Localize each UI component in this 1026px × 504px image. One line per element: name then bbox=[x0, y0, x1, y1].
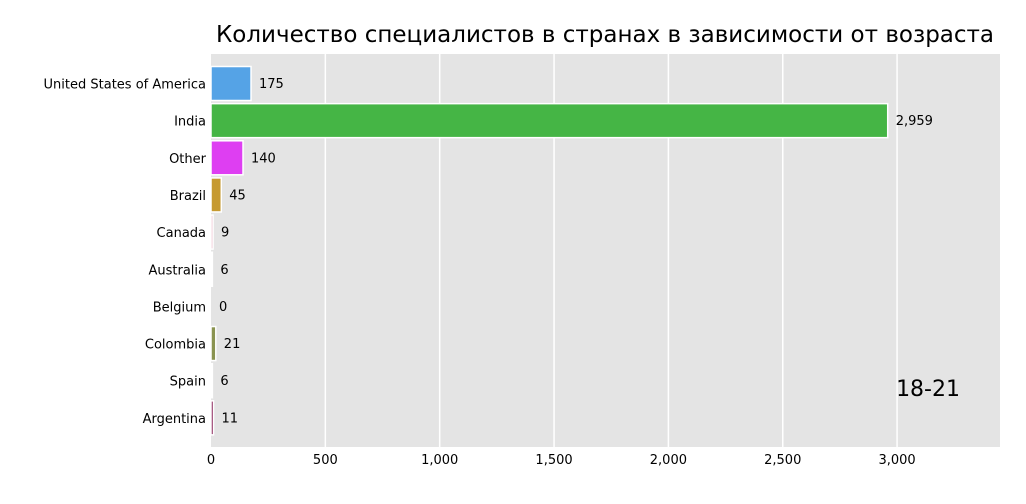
bar bbox=[210, 177, 223, 213]
x-tick-label: 1,000 bbox=[421, 453, 458, 468]
value-label: 6 bbox=[220, 263, 228, 278]
x-tick-label: 2,500 bbox=[764, 453, 801, 468]
x-tick-label: 3,000 bbox=[878, 453, 915, 468]
bar bbox=[210, 325, 217, 362]
category-label: United States of America bbox=[44, 78, 206, 93]
category-label: Brazil bbox=[170, 189, 206, 204]
bar bbox=[210, 140, 244, 176]
category-label: Other bbox=[169, 152, 207, 167]
value-label: 11 bbox=[222, 411, 239, 426]
value-label: 175 bbox=[259, 77, 284, 92]
value-label: 0 bbox=[219, 300, 227, 315]
value-label: 21 bbox=[224, 337, 241, 352]
value-label: 140 bbox=[251, 151, 276, 166]
chart-title: Количество специалистов в странах в зави… bbox=[216, 22, 994, 48]
category-label: Colombia bbox=[145, 338, 206, 353]
category-label: Australia bbox=[148, 263, 206, 278]
value-label: 9 bbox=[221, 226, 229, 241]
bar bbox=[210, 400, 215, 436]
bars bbox=[210, 65, 889, 436]
bar bbox=[210, 65, 252, 102]
value-label: 6 bbox=[220, 374, 228, 389]
category-labels: United States of America India Other Brazil… bbox=[44, 78, 207, 427]
value-label: 2,959 bbox=[896, 114, 933, 129]
bar bbox=[210, 362, 214, 399]
x-tick-label: 1,500 bbox=[535, 453, 572, 468]
period-label: 18-21 bbox=[896, 377, 960, 402]
category-label: Spain bbox=[170, 375, 206, 390]
bar bbox=[210, 102, 889, 139]
x-axis-ticks: 0 500 1,000 1,500 2,000 2,500 3,000 bbox=[207, 453, 916, 468]
bar bbox=[210, 251, 214, 287]
value-labels: 175 2,959 140 45 9 6 0 21 6 11 bbox=[219, 77, 933, 426]
x-tick-label: 2,000 bbox=[650, 453, 687, 468]
bar bbox=[210, 214, 214, 250]
category-label: India bbox=[174, 115, 206, 130]
x-tick-label: 0 bbox=[207, 453, 215, 468]
value-label: 45 bbox=[229, 188, 246, 203]
category-label: Belgium bbox=[153, 300, 206, 315]
x-tick-label: 500 bbox=[313, 453, 338, 468]
category-label: Argentina bbox=[143, 412, 206, 427]
category-label: Canada bbox=[157, 226, 206, 241]
